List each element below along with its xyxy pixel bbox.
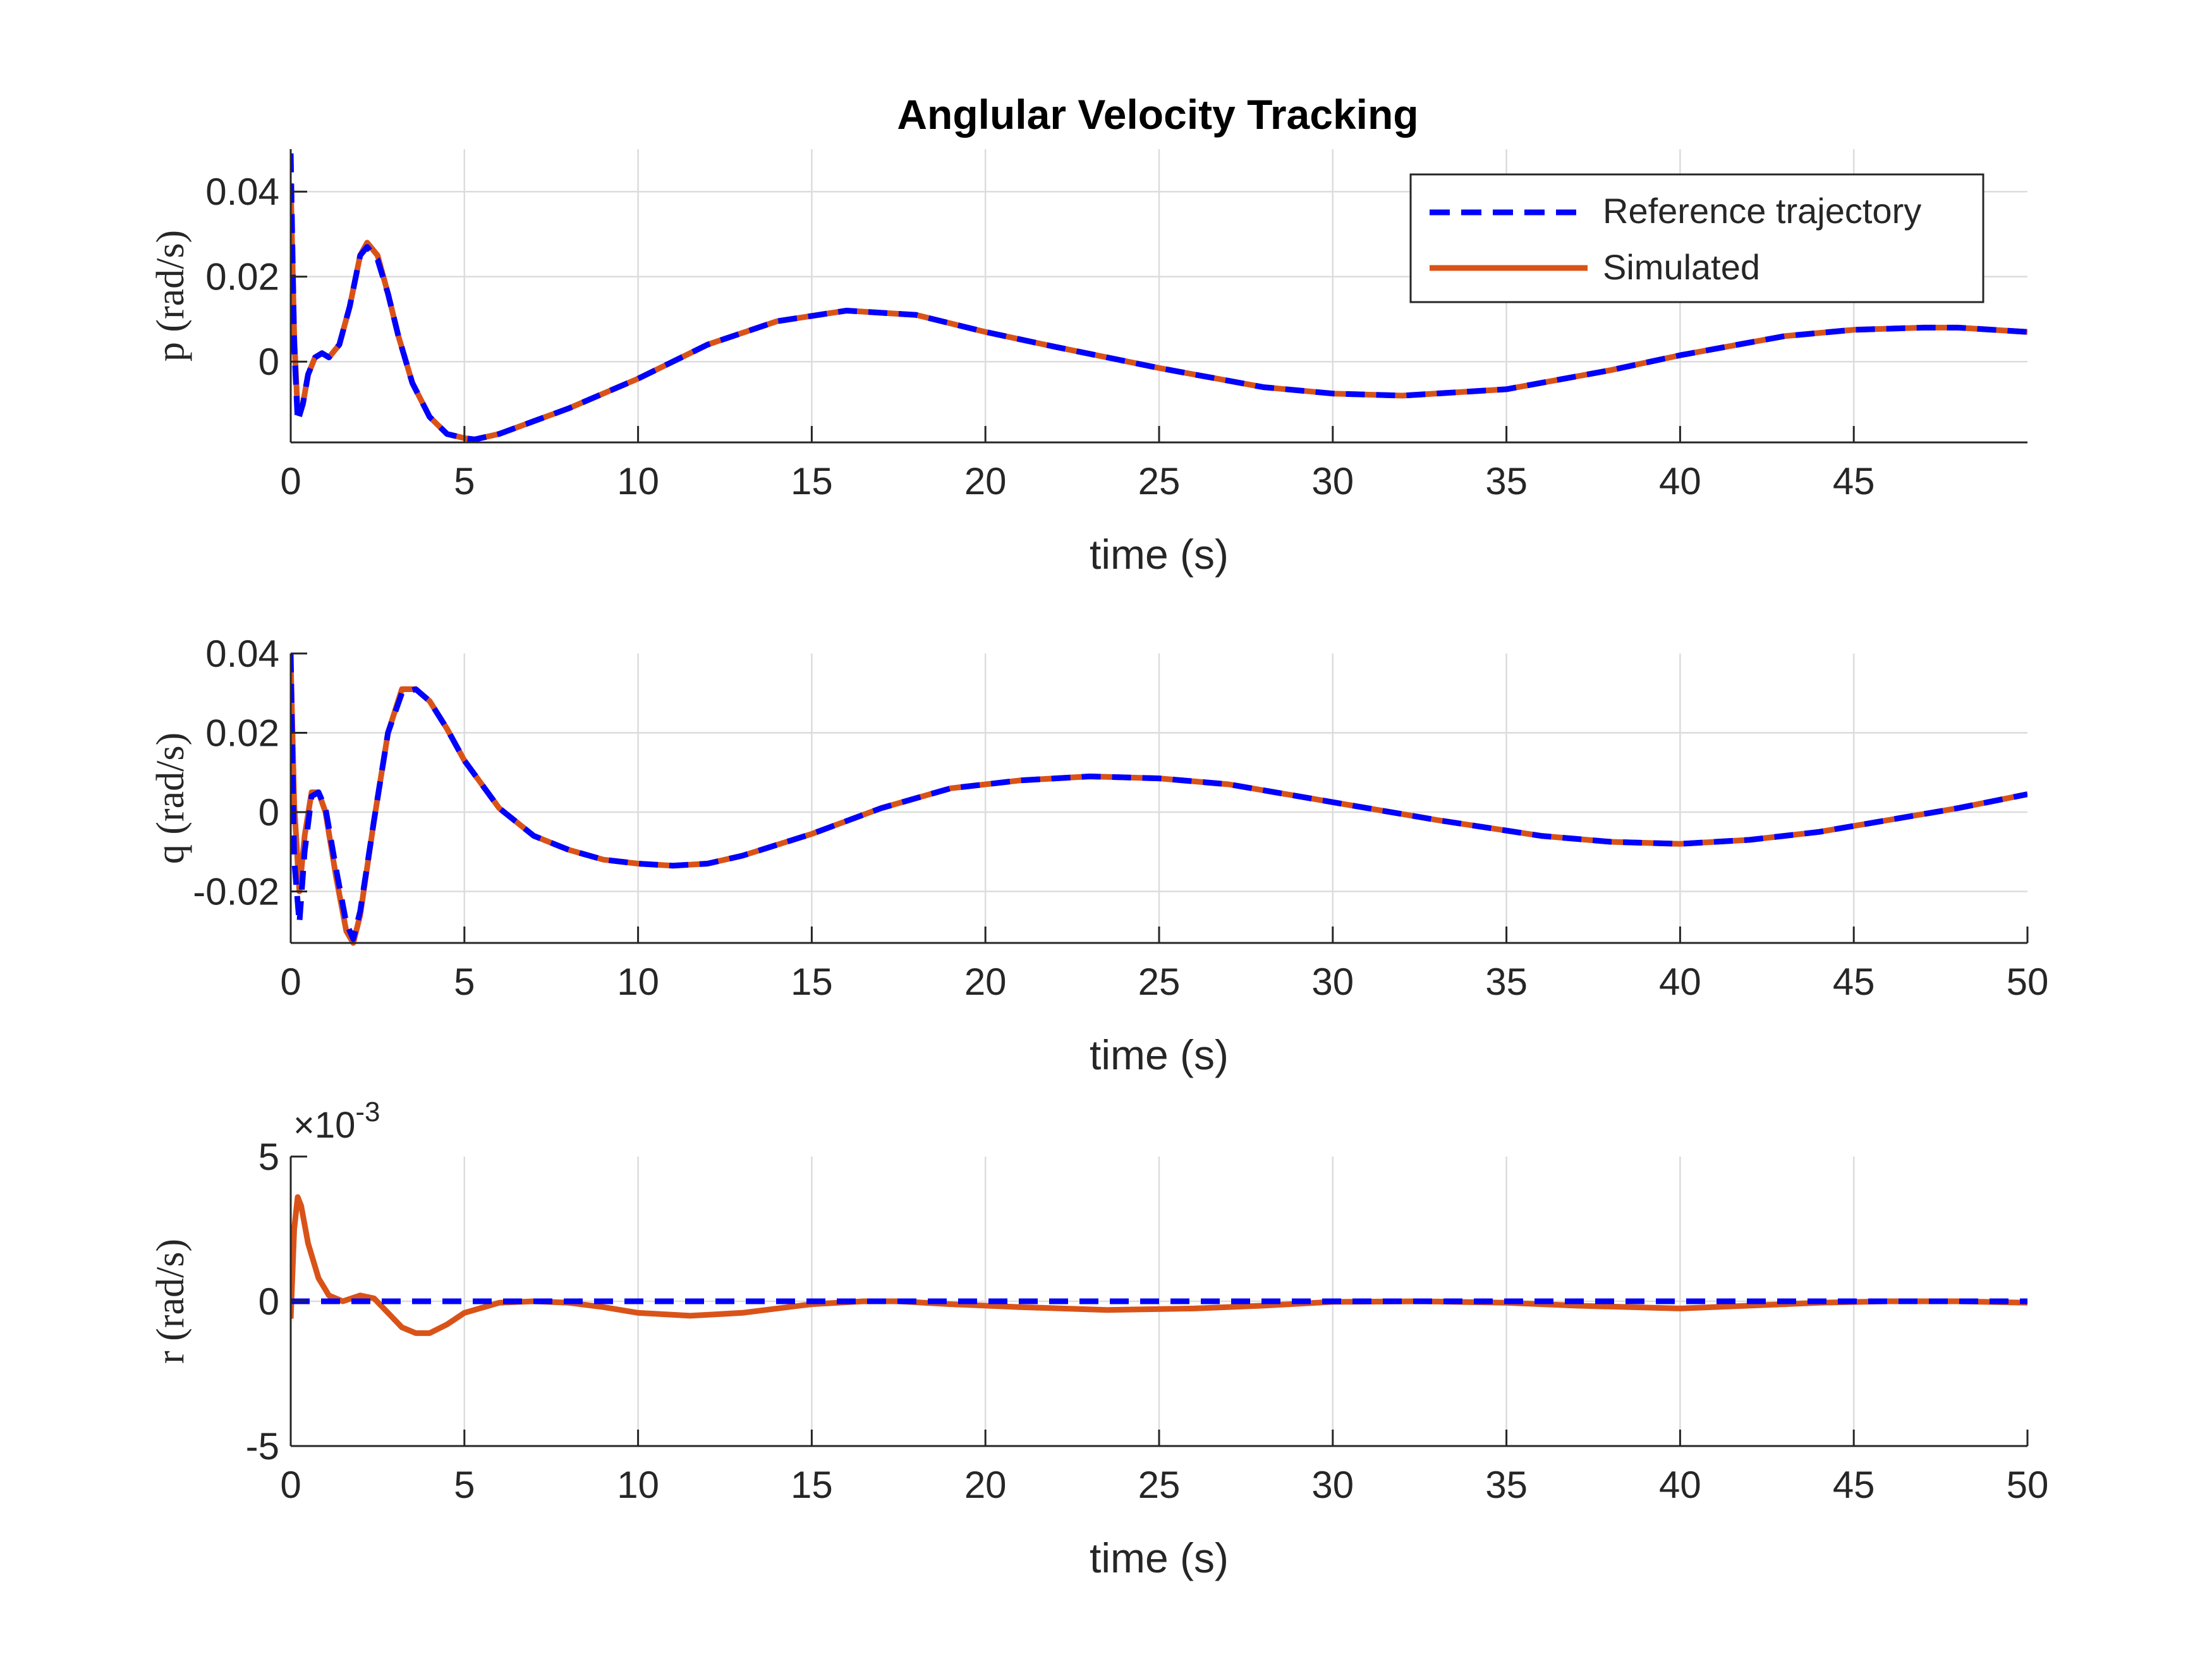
x-tick-label-5: 25 — [1138, 1464, 1181, 1506]
y-tick-label-1: 0 — [258, 791, 279, 834]
legend-box — [1409, 173, 1984, 303]
x-tick-label-7: 35 — [1485, 961, 1528, 1003]
x-tick-label-5: 25 — [1138, 460, 1181, 502]
x-tick-label-8: 40 — [1659, 1464, 1701, 1506]
y-exponent-power: -3 — [355, 1097, 380, 1127]
series-reference-line — [291, 653, 2027, 942]
x-tick-label-4: 20 — [964, 460, 1007, 502]
y-tick-label-0: -5 — [246, 1425, 279, 1468]
subplot-q: 0 5 10 15 20 25 30 35 40 45 50 -0.02 0 0.02 0.04 time (… — [149, 633, 2048, 1078]
legend-label-simulated: Simulated — [1603, 247, 1760, 287]
x-tick-label-1: 5 — [454, 1464, 475, 1506]
x-tick-label-8: 40 — [1659, 961, 1701, 1003]
x-tick-label-0: 0 — [280, 460, 301, 502]
y-tick-label-1: 0 — [258, 1280, 279, 1323]
y-tick-label-1: 0.02 — [205, 256, 279, 298]
x-tick-label-9: 45 — [1833, 1464, 1875, 1506]
x-tick-label-6: 30 — [1311, 1464, 1354, 1506]
x-tick-label-9: 45 — [1833, 460, 1875, 502]
y-axis-label: r (rad/s) — [149, 1239, 192, 1364]
x-tick-label-4: 20 — [964, 1464, 1007, 1506]
x-tick-label-3: 15 — [791, 1464, 833, 1506]
x-tick-label-9: 45 — [1833, 961, 1875, 1003]
x-tick-label-2: 10 — [617, 961, 659, 1003]
y-tick-label-2: 0.02 — [205, 712, 279, 754]
x-tick-label-7: 35 — [1485, 1464, 1528, 1506]
series-reference-line — [291, 153, 2027, 442]
x-tick-label-4: 20 — [964, 961, 1007, 1003]
legend-label-reference: Reference trajectory — [1603, 191, 1921, 231]
y-tick-label-2: 0.04 — [205, 171, 279, 213]
x-tick-label-2: 10 — [617, 460, 659, 502]
x-tick-label-5: 25 — [1138, 961, 1181, 1003]
y-axis-label: p (rad/s) — [149, 230, 192, 362]
x-tick-label-6: 30 — [1311, 961, 1354, 1003]
x-tick-label-7: 35 — [1485, 460, 1528, 502]
x-tick-label-1: 5 — [454, 460, 475, 502]
x-tick-label-6: 30 — [1311, 460, 1354, 502]
x-axis-label: time (s) — [1090, 1534, 1229, 1581]
x-tick-label-3: 15 — [791, 460, 833, 502]
y-axis-label: q (rad/s) — [149, 732, 192, 864]
x-tick-label-0: 0 — [280, 961, 301, 1003]
x-axis-label: time (s) — [1090, 531, 1229, 578]
x-axis-label: time (s) — [1090, 1031, 1229, 1078]
y-tick-label-3: 0.04 — [205, 633, 279, 675]
figure-title: Anglular Velocity Tracking — [897, 91, 1418, 138]
x-tick-label-0: 0 — [280, 1464, 301, 1506]
x-tick-label-2: 10 — [617, 1464, 659, 1506]
x-tick-label-3: 15 — [791, 961, 833, 1003]
x-tick-label-1: 5 — [454, 961, 475, 1003]
x-tick-label-10: 50 — [2007, 1464, 2049, 1506]
y-tick-label-0: -0.02 — [193, 870, 279, 913]
y-tick-label-0: 0 — [258, 341, 279, 383]
legend: Reference trajectory Simulated — [1409, 173, 1984, 303]
y-tick-label-2: 5 — [258, 1136, 279, 1178]
x-tick-label-10: 50 — [2007, 961, 2049, 1003]
x-tick-label-8: 40 — [1659, 460, 1701, 502]
